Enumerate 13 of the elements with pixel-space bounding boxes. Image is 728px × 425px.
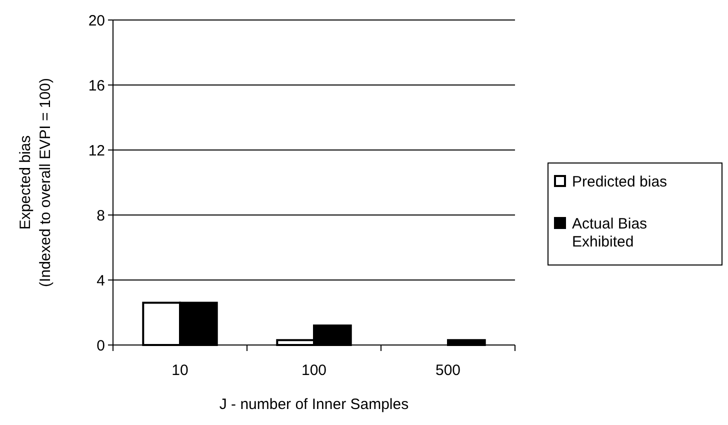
y-tick-label: 4	[96, 272, 105, 290]
y-tick-label: 12	[88, 142, 105, 160]
legend-label: Predicted bias	[572, 173, 668, 190]
x-tick-label: 10	[172, 362, 188, 379]
y-tick-label: 16	[88, 77, 105, 94]
x-tick-label: 100	[301, 362, 327, 379]
y-tick-label: 20	[88, 12, 105, 30]
y-tick-label: 8	[96, 207, 105, 224]
x-axis-title: J - number of Inner Samples	[219, 396, 409, 413]
legend-label: Actual Bias Exhibited	[572, 215, 648, 250]
y-tick-label: 0	[96, 337, 105, 354]
x-tick-label: 500	[435, 362, 461, 379]
y-axis-title: Expected bias (Indexed to overall EVPI = 100)	[17, 78, 54, 287]
